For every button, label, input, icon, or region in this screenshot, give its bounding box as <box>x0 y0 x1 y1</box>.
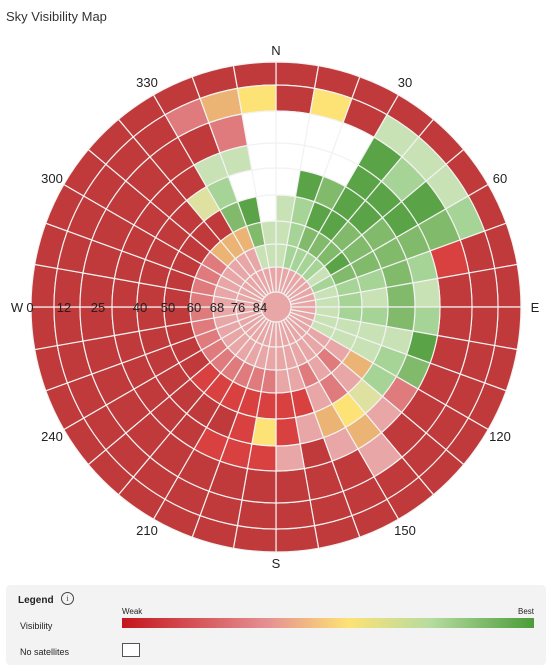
sky-cell[interactable] <box>30 263 59 308</box>
sky-cell[interactable] <box>493 306 522 351</box>
azimuth-label-210: 210 <box>136 523 158 538</box>
sky-cell[interactable] <box>232 61 277 90</box>
azimuth-label-60: 60 <box>493 171 507 186</box>
visibility-gradient-bar <box>122 618 534 628</box>
sky-cell[interactable] <box>275 84 316 115</box>
elevation-label-76: 76 <box>231 300 245 315</box>
azimuth-label-330: 330 <box>136 75 158 90</box>
elevation-label-84: 84 <box>253 300 267 315</box>
sky-cell[interactable] <box>412 306 441 337</box>
elevation-label-40: 40 <box>133 300 147 315</box>
azimuth-label-150: 150 <box>394 523 416 538</box>
sky-cell[interactable] <box>436 272 473 308</box>
no-satellites-swatch <box>122 643 140 657</box>
elevation-label-50: 50 <box>161 300 175 315</box>
no-satellites-label: No satellites <box>20 647 70 657</box>
compass-north-label: N <box>271 43 280 58</box>
elevation-label-25: 25 <box>91 300 105 315</box>
elevation-label-12: 12 <box>57 300 71 315</box>
compass-west-label: W <box>11 300 24 315</box>
azimuth-label-120: 120 <box>489 429 511 444</box>
sky-cell[interactable] <box>385 282 416 308</box>
sky-cell[interactable] <box>275 142 306 171</box>
sky-cell[interactable] <box>468 267 499 308</box>
sky-cell[interactable] <box>275 443 306 472</box>
zenith-cell[interactable] <box>260 291 292 323</box>
elevation-label-0: 0 <box>26 300 33 315</box>
visibility-label: Visibility <box>20 621 53 631</box>
sky-cell[interactable] <box>275 524 320 553</box>
sky-cell[interactable] <box>30 306 59 351</box>
elevation-label-60: 60 <box>187 300 201 315</box>
sky-cell[interactable] <box>275 416 301 447</box>
best-label: Best <box>517 607 534 616</box>
page-title: Sky Visibility Map <box>6 9 107 24</box>
sky-cell[interactable] <box>232 524 277 553</box>
compass-south-label: S <box>272 556 281 571</box>
sky-cell[interactable] <box>275 467 311 504</box>
sky-cell[interactable] <box>275 499 316 530</box>
sky-cell[interactable] <box>246 443 277 472</box>
sky-cell[interactable] <box>241 110 277 147</box>
sky-cell[interactable] <box>468 306 499 347</box>
azimuth-label-30: 30 <box>398 75 412 90</box>
elevation-label-68: 68 <box>210 300 224 315</box>
info-icon[interactable]: i <box>61 592 74 605</box>
sky-cell[interactable] <box>275 61 320 90</box>
azimuth-label-300: 300 <box>41 171 63 186</box>
sky-cell[interactable] <box>236 84 277 115</box>
azimuth-label-240: 240 <box>41 429 63 444</box>
compass-east-label: E <box>531 300 540 315</box>
sky-cell[interactable] <box>251 167 277 198</box>
sky-cell[interactable] <box>493 263 522 308</box>
sky-cell[interactable] <box>246 142 277 171</box>
legend-panel: Legend i Visibility Weak Best No satelli… <box>6 585 546 665</box>
sky-polar-chart[interactable]: N E S W 30 60 120 150 210 240 300 330 0 … <box>0 0 553 585</box>
weak-label: Weak <box>122 607 143 616</box>
sky-cell[interactable] <box>236 499 277 530</box>
sky-cell[interactable] <box>412 277 441 308</box>
legend-title: Legend <box>18 595 54 606</box>
